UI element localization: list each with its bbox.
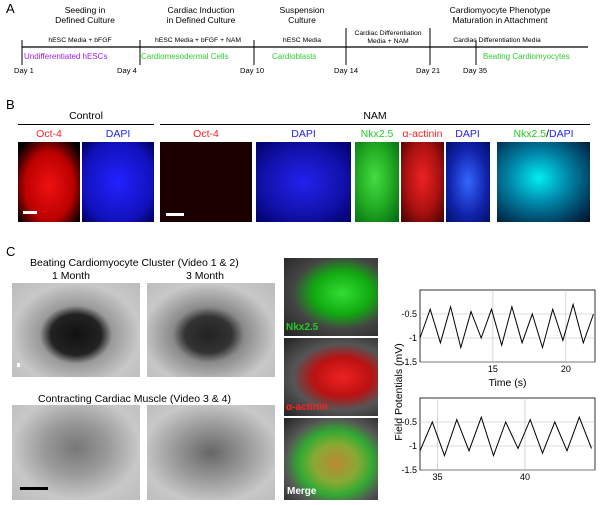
fluor-nkx25-label: Nkx2.5 (286, 322, 319, 333)
label-oct4-nam: Oct-4 (193, 128, 219, 140)
day-label: Day 14 (334, 66, 359, 75)
day-label: Day 21 (416, 66, 441, 75)
merge-nkx-label: Nkx2.5 (513, 128, 547, 140)
fluor-actinin-label: α-actinin (286, 402, 328, 413)
panel-b-letter: B (6, 97, 15, 112)
nam-oct4-image (160, 142, 252, 222)
stage-1-media: hESC Media + bFGF (48, 37, 112, 44)
nam-actinin-image (401, 142, 444, 222)
label-dapi-nkx: DAPI (455, 128, 480, 140)
y-tick-label: -0.5 (401, 309, 417, 319)
fluor-merge-image: Merge (284, 418, 378, 500)
field-potential-charts: -0.5 -1 -1.5 15 20 Time (s) -0.5 -1 -1.5 35 40 Fiel… (393, 289, 596, 482)
label-nkx25: Nkx2.5 (360, 128, 394, 140)
x-axis-label: Time (s) (488, 377, 526, 389)
stage-5-media: Cardiac Differentiation Media (453, 37, 541, 44)
timeline (21, 28, 588, 65)
stage-1-cell-type: Undifferentiated hESCs (24, 52, 108, 61)
label-3-month: 3 Month (186, 270, 224, 282)
x-tick-label: 35 (432, 472, 442, 482)
y-tick-label: -1.5 (401, 357, 417, 367)
y-tick-label: -1.5 (401, 465, 417, 475)
fluor-merge-label: Merge (287, 486, 317, 497)
merge-slash: / (546, 128, 550, 140)
x-tick-label: 40 (520, 472, 530, 482)
label-dapi-nam: DAPI (291, 128, 316, 140)
beating-title: Beating Cardiomyocyte Cluster (Video 1 &… (30, 257, 239, 269)
y-tick-label: -0.5 (401, 417, 417, 427)
stage-3-cell-type: Cardioblasts (272, 52, 317, 61)
stage-3-media: hESC Media (282, 37, 322, 44)
stage-2-title: Cardiac Induction in Defined Culture (166, 5, 236, 25)
panel-a-letter: A (6, 1, 15, 16)
scale-bar (20, 487, 48, 490)
stage-2-cell-type: Cardiomesodermal Cells (141, 52, 229, 61)
nam-header: NAM (363, 110, 387, 122)
day-label: Day 35 (463, 66, 488, 75)
field-potential-trace (419, 415, 592, 458)
label-1-month: 1 Month (52, 270, 90, 282)
contracting-1-image (12, 405, 140, 500)
x-tick-label: 15 (488, 364, 498, 374)
label-actinin: α-actinin (402, 128, 443, 140)
y-axis-label: Field Potentials (mV) (393, 343, 405, 440)
nam-dapi2-image (446, 142, 490, 222)
contracting-title: Contracting Cardiac Muscle (Video 3 & 4) (38, 393, 231, 405)
y-tick-label: -1 (409, 441, 417, 451)
fluor-actinin-image: α-actinin (284, 338, 378, 416)
fluor-nkx25-image: Nkx2.5 (284, 258, 378, 336)
stage-2-media: hESC Media + bFGF + NAM (154, 37, 242, 44)
stage-5-cell-type: Beating Cardiomyocytes (483, 52, 570, 61)
nam-merge-image (497, 142, 590, 222)
control-dapi-image (82, 142, 154, 222)
stage-4-media: Cardiac Differentiation Media + NAM (354, 30, 422, 45)
control-divider (18, 124, 154, 125)
panel-c-letter: C (6, 244, 16, 259)
contracting-2-image (147, 405, 275, 500)
merge-dapi-label: DAPI (549, 128, 574, 140)
plot-frame (419, 289, 596, 363)
control-header: Control (69, 110, 103, 122)
day-label: Day 10 (240, 66, 265, 75)
day-label: Day 1 (14, 66, 34, 75)
label-merge-nkx-dapi: Nkx2.5/DAPI (497, 128, 590, 140)
stage-5-title: Cardiomyocyte Phenotype Maturation in At… (449, 5, 551, 25)
stage-1-title: Seeding in Defined Culture (55, 5, 115, 25)
field-potential-trace (419, 302, 594, 350)
nam-nkx25-image (355, 142, 399, 222)
plot-frame (419, 397, 596, 471)
beating-1-month-image (12, 283, 140, 377)
day-label: Day 4 (117, 66, 137, 75)
control-oct4-image (18, 142, 80, 222)
nam-dapi-image (256, 142, 351, 222)
label-dapi-control: DAPI (105, 128, 131, 140)
beating-3-month-image (147, 283, 275, 377)
nam-divider (160, 124, 590, 125)
scale-bar (17, 363, 20, 367)
scale-bar (23, 211, 37, 214)
x-tick-label: 20 (561, 364, 571, 374)
y-tick-label: -1 (409, 333, 417, 343)
label-oct4-control: Oct-4 (36, 128, 62, 140)
stage-3-title: Suspension Culture (279, 5, 325, 25)
scale-bar (166, 213, 184, 216)
